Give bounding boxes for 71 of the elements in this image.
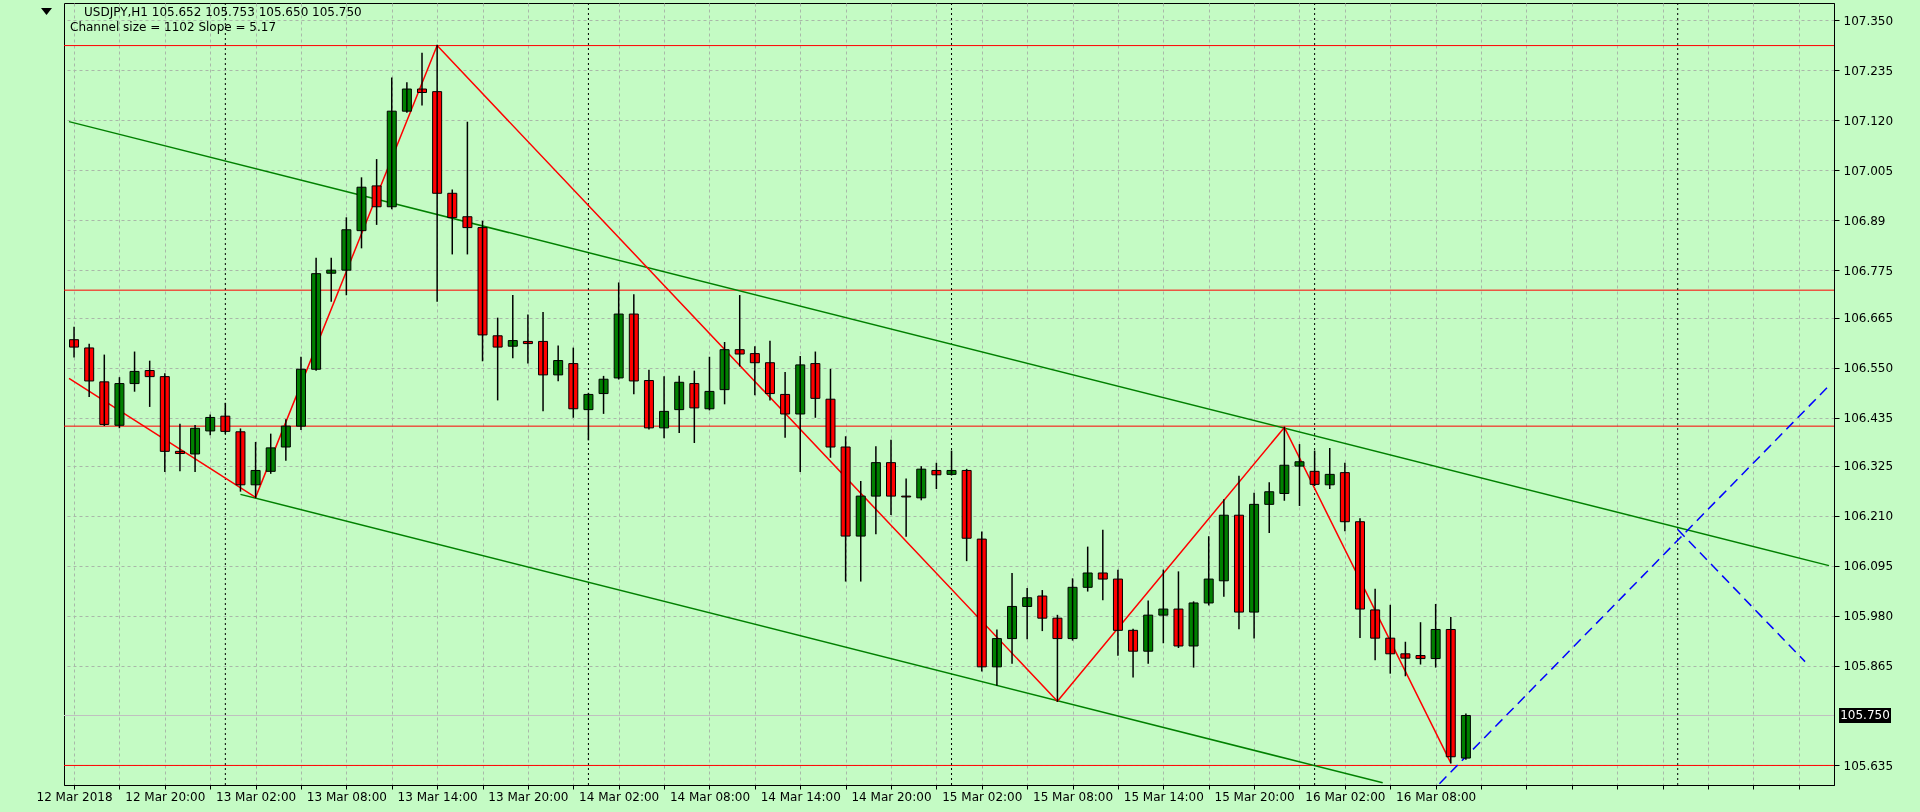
ref-line-label: 105.750 <box>1840 708 1890 723</box>
y-tick-label: 106.775 <box>1843 263 1894 278</box>
y-tick-label: 105.980 <box>1843 609 1894 624</box>
candlestick <box>598 375 609 414</box>
y-tick-label: 106.435 <box>1843 411 1894 426</box>
x-tick-label: 14 Mar 14:00 <box>760 789 841 804</box>
candlestick <box>1415 622 1426 665</box>
candlestick <box>583 392 594 441</box>
candlestick <box>265 433 276 474</box>
y-tick-label: 105.635 <box>1843 758 1894 773</box>
candlestick <box>1067 578 1078 641</box>
candlestick <box>341 217 352 296</box>
y-tick-label: 107.235 <box>1843 63 1894 78</box>
candlestick <box>840 436 851 582</box>
candlestick <box>492 317 503 401</box>
candlestick <box>855 481 866 582</box>
candlestick <box>129 351 140 392</box>
candlestick <box>1158 569 1169 644</box>
candlestick <box>901 478 912 537</box>
candlestick <box>1400 641 1411 677</box>
x-tick-label: 14 Mar 08:00 <box>669 789 751 804</box>
candlestick <box>734 295 745 367</box>
x-tick-label: 13 Mar 08:00 <box>306 789 387 804</box>
x-tick-label: 15 Mar 14:00 <box>1123 789 1204 804</box>
x-tick-label: 14 Mar 02:00 <box>579 789 660 804</box>
candlestick <box>417 52 428 106</box>
x-tick-label: 13 Mar 02:00 <box>216 789 297 804</box>
y-tick-label: 105.865 <box>1843 659 1894 674</box>
x-tick-label: 15 Mar 08:00 <box>1032 789 1114 804</box>
candlestick <box>371 159 382 225</box>
x-tick-label: 14 Mar 20:00 <box>851 789 932 804</box>
y-tick-label: 107.120 <box>1843 113 1894 128</box>
y-tick-label: 106.665 <box>1843 311 1894 326</box>
candlestick <box>810 351 821 418</box>
x-tick-label: 12 Mar 20:00 <box>125 789 206 804</box>
y-tick-label: 107.005 <box>1843 163 1894 178</box>
candlestick <box>1430 603 1441 668</box>
text: Channel size = 1102 Slope = 5.17 <box>70 20 277 34</box>
y-tick-label: 107.350 <box>1843 13 1894 28</box>
x-tick-label: 13 Mar 14:00 <box>397 789 478 804</box>
y-tick-label: 106.325 <box>1843 459 1894 474</box>
candlestick <box>1188 601 1199 668</box>
y-tick-label: 106.095 <box>1843 559 1894 574</box>
candlestick <box>931 462 942 490</box>
candlestick <box>1082 546 1093 592</box>
x-tick-label: 15 Mar 20:00 <box>1214 789 1295 804</box>
x-tick-label: 15 Mar 02:00 <box>942 789 1023 804</box>
candlestick <box>704 356 715 411</box>
candlestick <box>1097 529 1108 601</box>
candlestick <box>1279 426 1290 501</box>
candlestick <box>356 177 367 249</box>
candlestick <box>1037 590 1048 632</box>
candlestick <box>462 121 473 255</box>
candlestick <box>1294 444 1305 506</box>
x-tick-label: 16 Mar 08:00 <box>1396 789 1477 804</box>
x-tick-label: 13 Mar 20:00 <box>488 789 569 804</box>
y-tick-label: 106.210 <box>1843 509 1894 524</box>
candlestick <box>568 347 579 418</box>
x-tick-label: 12 Mar 2018 <box>36 789 113 804</box>
x-tick-label: 16 Mar 02:00 <box>1305 789 1386 804</box>
candlestick <box>114 377 125 429</box>
candlestick <box>144 360 155 407</box>
y-tick-label: 106.89 <box>1843 213 1886 228</box>
candlestick <box>1052 614 1063 702</box>
candlestick <box>1203 536 1214 606</box>
candlestick <box>1173 571 1184 649</box>
candlestick <box>719 341 730 405</box>
candlestick <box>613 282 624 380</box>
candlestick <box>961 468 972 562</box>
chart-title: USDJPY,H1 105.652 105.753 105.650 105.750 <box>84 5 362 19</box>
y-tick-label: 106.550 <box>1843 361 1894 376</box>
